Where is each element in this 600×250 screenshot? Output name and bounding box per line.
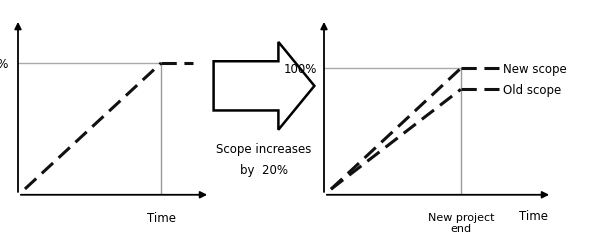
Text: Time: Time — [146, 211, 176, 224]
Text: New scope: New scope — [503, 62, 566, 76]
Text: Scope increases: Scope increases — [217, 142, 311, 156]
Text: New project
end: New project end — [428, 212, 494, 233]
Polygon shape — [214, 43, 314, 130]
Text: 100%: 100% — [0, 57, 9, 70]
Text: by  20%: by 20% — [240, 164, 288, 176]
Text: 100%: 100% — [284, 62, 317, 76]
Text: Old scope: Old scope — [503, 84, 561, 96]
Text: Time: Time — [519, 209, 548, 222]
